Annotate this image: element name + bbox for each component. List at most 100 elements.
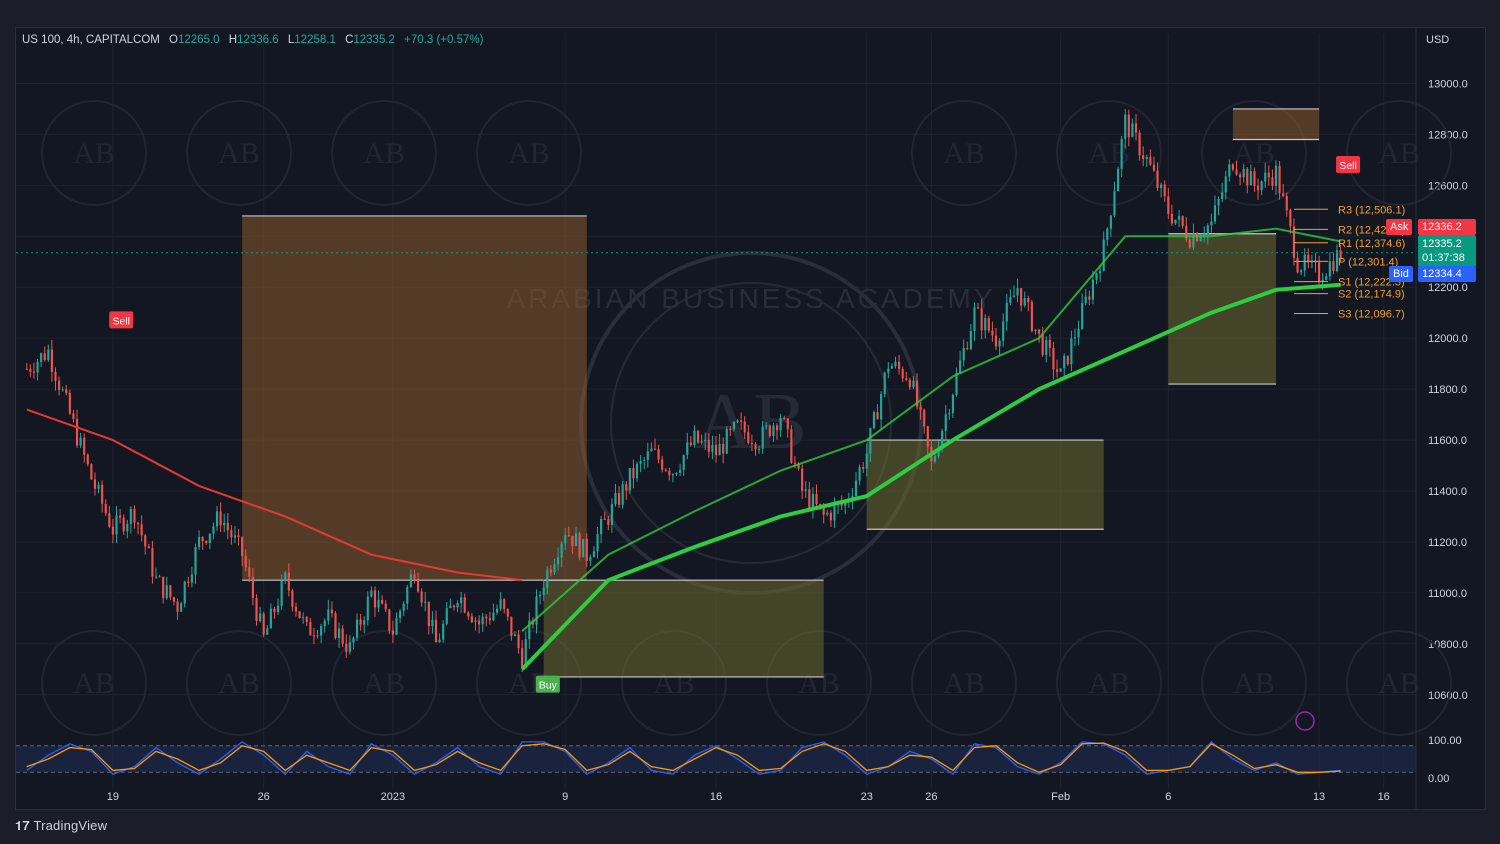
watermark-stamp [1056,630,1162,736]
candle-body [1264,172,1267,182]
candle-body [1199,237,1202,242]
candle-body [262,613,265,635]
candle-body [707,439,710,452]
candle-body [955,372,958,395]
candle-body [1145,156,1148,159]
last-price: 12335.2 [1422,238,1462,250]
candle-body [395,617,398,635]
candle-body [474,620,477,623]
candle-body [1084,296,1087,304]
watermark-stamp-logo: AB [508,137,550,170]
watermark-stamp [331,630,437,736]
candle-body [822,506,825,515]
watermark-stamp [1346,630,1452,736]
candle-body [775,425,779,431]
candle-body [779,417,782,431]
candle-body [797,463,800,469]
y-tick-label: 11800.0 [1428,384,1467,396]
chart-canvas[interactable]: 13000.012800.012600.012400.012200.012000… [16,28,1485,809]
candle-body [844,502,847,506]
candle-body [72,413,75,419]
candle-body [79,437,82,446]
candle-body [1073,337,1077,339]
candle-body [1127,114,1130,138]
candle-body [169,585,172,598]
tradingview-logo[interactable]: 𝟏𝟕 TradingView [15,818,108,833]
candle-body [969,330,972,350]
candle-body [205,540,208,544]
moving-average-line [520,282,1341,671]
candle-body [553,564,556,573]
y-tick-label: 11600.0 [1428,435,1467,447]
candle-body [700,441,703,443]
candle-body [808,489,811,509]
candle-body [68,392,71,414]
watermark-stamp-logo: AB [1233,137,1275,170]
candle-body [298,611,301,619]
candle-body [427,601,430,627]
candle-body [140,524,143,536]
candle-body [126,523,129,532]
candle-body [635,463,639,479]
candle-body [1174,219,1177,224]
candle-body [97,484,100,489]
candle-body [973,307,976,331]
candle-body [320,626,323,636]
candle-body [1048,339,1051,348]
candle-body [244,556,247,568]
candle-body [366,596,369,621]
oscillator-tick-label: 100.00 [1428,735,1462,747]
candle-body [341,628,344,644]
pivot-label: R1 (12,374.6) [1338,238,1405,250]
pivot-label: S3 (12,096.7) [1338,309,1405,321]
candle-body [1156,170,1159,189]
bid-price: 12334.4 [1418,266,1476,282]
candle-body [790,429,793,463]
y-tick-label: 12200.0 [1428,282,1468,294]
oscillator-line [26,742,1341,773]
candle-body [510,616,513,637]
candle-body [625,484,628,491]
candle-body [1002,321,1005,341]
candle-body [1235,169,1238,175]
candle-body [47,349,50,360]
pivot-label: P (12,301.4) [1338,256,1398,268]
y-tick-label: 11400.0 [1428,486,1467,498]
bid-label: Bid [1389,266,1413,282]
candle-body [944,414,947,431]
candle-body [1077,328,1080,338]
high-value: 12336.6 [237,34,279,46]
candle-body [786,418,789,430]
candle-body [639,460,642,464]
candle-body [377,599,380,608]
candle-body [495,608,499,613]
pivot-label: S1 (12,222.3) [1338,277,1405,289]
x-tick-label: 19 [107,791,119,803]
candle-body [1038,329,1041,334]
moving-average-line [521,227,1341,632]
candle-body [399,610,402,618]
candle-body [714,444,718,456]
candle-body [456,603,459,608]
candle-body [309,621,312,636]
candle-body [481,616,484,625]
candle-body [1178,216,1181,220]
candle-body [226,522,229,531]
candle-body [646,451,649,460]
candle-body [571,535,574,547]
x-tick-label: 26 [925,791,937,803]
candle-body [801,468,804,491]
candle-body [1070,338,1073,365]
candle-body [854,480,858,496]
candle-body [61,389,64,391]
candle-body [449,605,452,609]
candle-body [1030,302,1033,332]
candle-body [58,380,61,390]
candle-body [198,536,201,548]
candle-body [172,597,176,602]
candle-body [941,430,944,450]
candle-body [1195,233,1199,242]
candle-body [230,530,233,538]
candle-body [951,394,954,414]
candle-body [86,454,89,465]
